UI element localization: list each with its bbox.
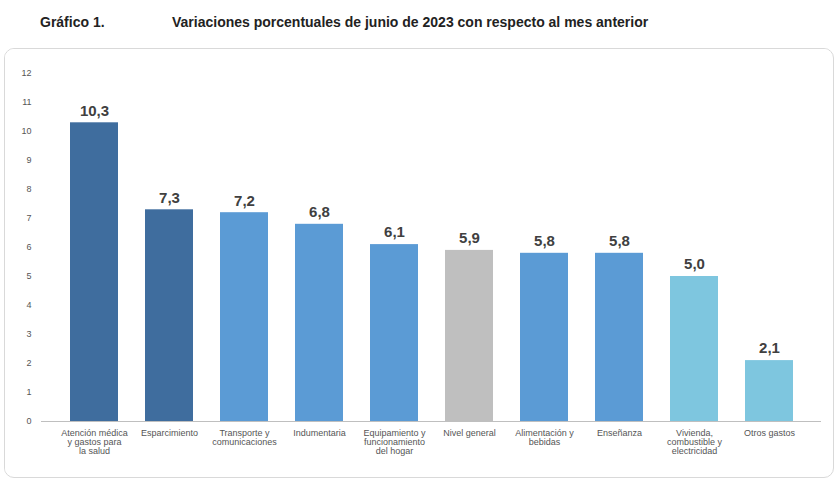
svg-text:8: 8 [26, 184, 31, 194]
svg-text:7,3: 7,3 [159, 189, 180, 206]
svg-text:5,8: 5,8 [609, 232, 630, 249]
svg-text:Otros gastos: Otros gastos [744, 428, 796, 438]
svg-text:Enseñanza: Enseñanza [597, 428, 642, 438]
svg-text:10: 10 [21, 126, 31, 136]
svg-text:6: 6 [26, 242, 31, 252]
svg-text:3: 3 [26, 329, 31, 339]
svg-text:4: 4 [26, 300, 31, 310]
svg-text:Alimentación ybebidas: Alimentación ybebidas [515, 428, 574, 447]
svg-text:6,1: 6,1 [384, 223, 405, 240]
svg-text:Vivienda,combustible yelectric: Vivienda,combustible yelectricidad [667, 428, 723, 456]
svg-text:11: 11 [22, 97, 31, 107]
svg-text:0: 0 [26, 416, 31, 426]
svg-text:5,9: 5,9 [459, 229, 480, 246]
svg-text:12: 12 [21, 68, 31, 78]
svg-text:7: 7 [26, 213, 31, 223]
svg-text:2: 2 [26, 358, 31, 368]
svg-text:6,8: 6,8 [309, 203, 330, 220]
html-text:Variaciones porcentuales de ju: Variaciones porcentuales de junio de 202… [172, 14, 649, 30]
svg-text:9: 9 [26, 155, 31, 165]
svg-text:7,2: 7,2 [234, 192, 255, 209]
html-text:Gráfico 1.: Gráfico 1. [40, 14, 105, 30]
svg-text:Nivel general: Nivel general [443, 428, 496, 438]
svg-text:5,8: 5,8 [534, 232, 555, 249]
svg-text:10,3: 10,3 [80, 102, 109, 119]
svg-text:Atención médicay gastos parala: Atención médicay gastos parala salud [61, 428, 128, 456]
svg-text:Equipamiento yfuncionamientode: Equipamiento yfuncionamientodel hogar [363, 428, 426, 456]
svg-text:2,1: 2,1 [759, 339, 780, 356]
svg-text:1: 1 [26, 387, 31, 397]
svg-text:Esparcimiento: Esparcimiento [141, 428, 198, 438]
svg-text:Indumentaria: Indumentaria [293, 428, 346, 438]
svg-text:5,0: 5,0 [684, 255, 705, 272]
svg-text:5: 5 [26, 271, 31, 281]
svg-text:Transporte ycomunicaciones: Transporte ycomunicaciones [212, 428, 277, 447]
